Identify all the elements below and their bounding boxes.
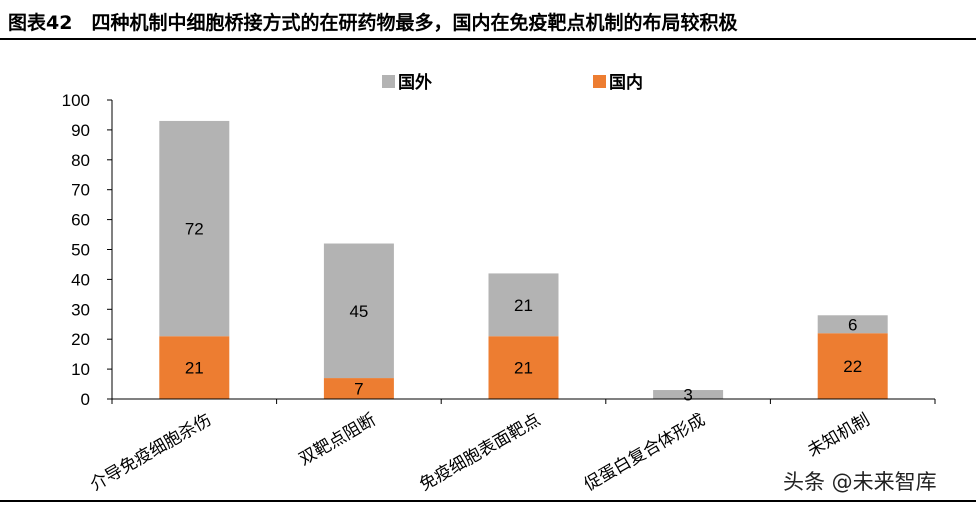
x-tick-label: 促蛋白复合体形成 (581, 410, 708, 494)
y-tick-label: 40 (71, 270, 90, 289)
bar-domestic (159, 336, 230, 399)
bar-foreign (817, 315, 888, 334)
bar-value-label: 45 (349, 302, 368, 321)
figure-title: 图表42 四种机制中细胞桥接方式的在研药物最多，国内在免疫靶点机制的布局较积极 (8, 12, 738, 34)
y-tick-label: 50 (71, 241, 90, 260)
x-tick-label: 未知机制 (804, 410, 872, 460)
bar-foreign (488, 273, 559, 337)
bar-domestic (323, 378, 394, 399)
bar-value-label: 7 (354, 380, 363, 399)
x-tick-label: 免疫细胞表面靶点 (416, 410, 543, 494)
x-tick-label: 介导免疫细胞杀伤 (87, 410, 214, 494)
y-tick-label: 20 (71, 330, 90, 349)
bar-value-label: 21 (514, 359, 533, 378)
x-tick-label: 双靶点阻断 (296, 410, 379, 469)
bar-value-label: 3 (683, 386, 692, 405)
y-tick-label: 70 (71, 181, 90, 200)
legend-swatch (593, 75, 606, 88)
bar-value-label: 22 (843, 357, 862, 376)
bar-foreign (323, 243, 394, 379)
watermark-text: 头条 @未来智库 (783, 470, 937, 494)
y-tick-label: 60 (71, 211, 90, 230)
chart-legend: 国外 国内 (382, 72, 643, 92)
bar-domestic (488, 336, 559, 399)
bar-domestic (817, 333, 888, 399)
bar-value-label: 21 (514, 296, 533, 315)
y-tick-label: 0 (81, 390, 90, 409)
y-tick-label: 100 (62, 91, 90, 110)
title-divider (0, 38, 976, 40)
bar-value-label: 6 (848, 315, 857, 334)
figure-header: 图表42 四种机制中细胞桥接方式的在研药物最多，国内在免疫靶点机制的布局较积极 (0, 0, 976, 40)
bar-foreign (159, 120, 230, 337)
y-tick-label: 10 (71, 360, 90, 379)
legend-label: 国外 (398, 72, 432, 92)
bar-value-label: 72 (185, 220, 204, 239)
bar-value-label: 21 (185, 359, 204, 378)
legend-swatch (382, 75, 395, 88)
y-tick-label: 90 (71, 121, 90, 140)
legend-label: 国内 (609, 72, 643, 92)
bars-group: 21 72 7 45 21 21 3 22 6 (159, 120, 888, 405)
y-tick-label: 80 (71, 151, 90, 170)
bottom-divider (0, 500, 976, 502)
y-tick-label: 30 (71, 300, 90, 319)
y-axis: 0 10 20 30 40 50 60 70 80 90 100 (62, 91, 113, 409)
bar-foreign (653, 390, 724, 399)
